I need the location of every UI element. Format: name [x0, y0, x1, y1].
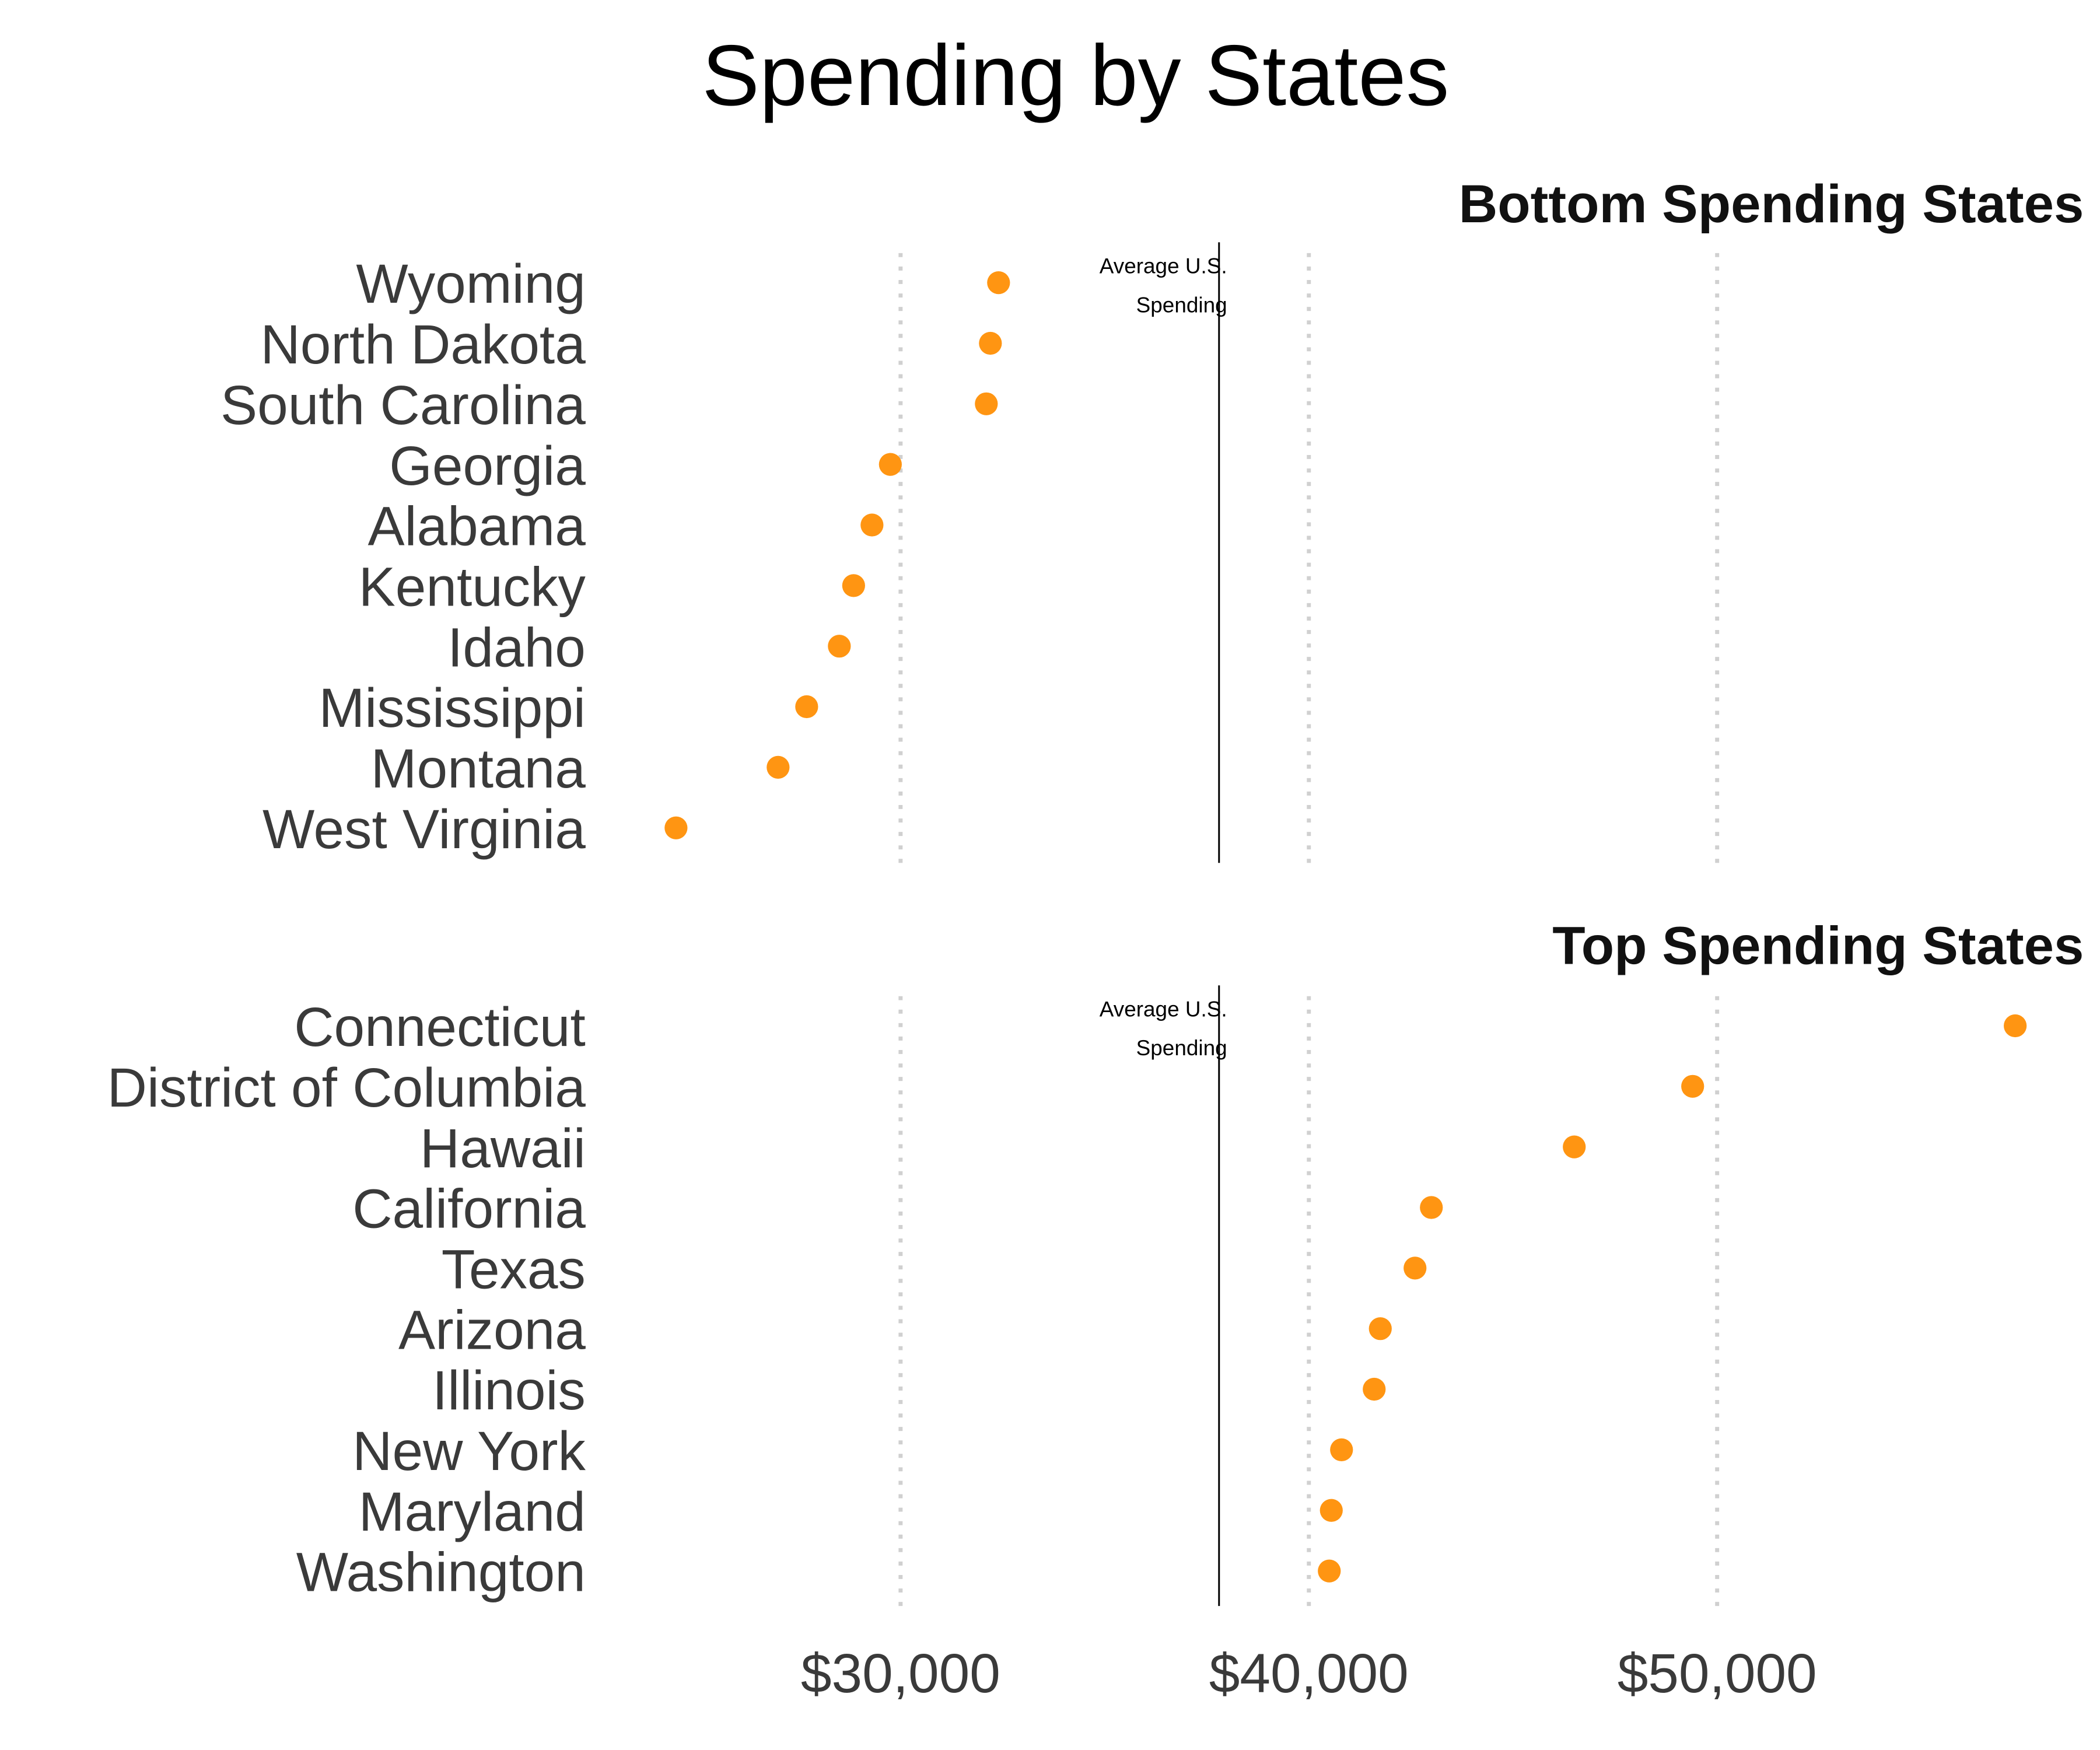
- reference-label: Spending: [1136, 1036, 1227, 1060]
- category-label: New York: [352, 1420, 586, 1482]
- data-point: [1318, 1559, 1341, 1583]
- data-point: [1363, 1377, 1386, 1401]
- x-tick-label: $40,000: [1209, 1643, 1409, 1704]
- category-label: Arizona: [398, 1299, 586, 1361]
- data-point: [766, 755, 790, 779]
- category-label: Maryland: [359, 1481, 586, 1543]
- data-point: [987, 271, 1010, 295]
- panel-title: Top Spending States: [1552, 915, 2084, 975]
- data-point: [1330, 1438, 1353, 1461]
- category-label: Alabama: [368, 496, 586, 558]
- reference-label: Average U.S.: [1100, 997, 1227, 1021]
- category-label: Mississippi: [319, 677, 586, 739]
- data-point: [1681, 1074, 1704, 1098]
- category-label: Texas: [442, 1238, 586, 1300]
- category-label: West Virginia: [262, 799, 586, 860]
- data-point: [1404, 1256, 1427, 1280]
- category-label: Wyoming: [356, 253, 585, 315]
- reference-label: Average U.S.: [1100, 254, 1227, 278]
- category-label: California: [352, 1178, 586, 1240]
- data-point: [828, 635, 851, 658]
- category-label: Connecticut: [294, 996, 586, 1058]
- data-point: [1563, 1135, 1586, 1158]
- category-label: South Carolina: [220, 374, 586, 436]
- reference-label: Spending: [1136, 293, 1227, 317]
- category-label: Montana: [371, 738, 586, 800]
- x-tick-label: $30,000: [801, 1643, 1000, 1704]
- category-label: Idaho: [447, 617, 586, 678]
- panel-top-spending: Top Spending States Average U.S. Spending…: [107, 915, 2084, 1606]
- category-label: Kentucky: [359, 556, 586, 618]
- data-point: [1368, 1317, 1392, 1340]
- data-point: [664, 816, 688, 839]
- data-point: [975, 392, 998, 415]
- category-label: Georgia: [389, 435, 586, 497]
- data-point: [860, 513, 884, 537]
- x-axis: $30,000 $40,000 $50,000: [801, 1643, 1817, 1704]
- x-tick-label: $50,000: [1618, 1643, 1817, 1704]
- category-label: Illinois: [432, 1360, 586, 1422]
- data-point: [2004, 1014, 2027, 1038]
- category-label: District of Columbia: [107, 1057, 586, 1119]
- data-point: [1420, 1196, 1443, 1219]
- data-point: [979, 331, 1002, 355]
- category-label: North Dakota: [260, 314, 586, 376]
- panel-bottom-spending: Bottom Spending States Average U.S. Spend…: [220, 173, 2084, 863]
- panel-title: Bottom Spending States: [1459, 173, 2084, 234]
- data-point: [795, 695, 818, 719]
- chart-title: Spending by States: [702, 27, 1449, 124]
- data-point: [842, 574, 865, 597]
- data-point: [1320, 1499, 1343, 1522]
- data-point: [878, 453, 902, 476]
- category-label: Hawaii: [420, 1118, 586, 1180]
- category-label: Washington: [296, 1542, 586, 1604]
